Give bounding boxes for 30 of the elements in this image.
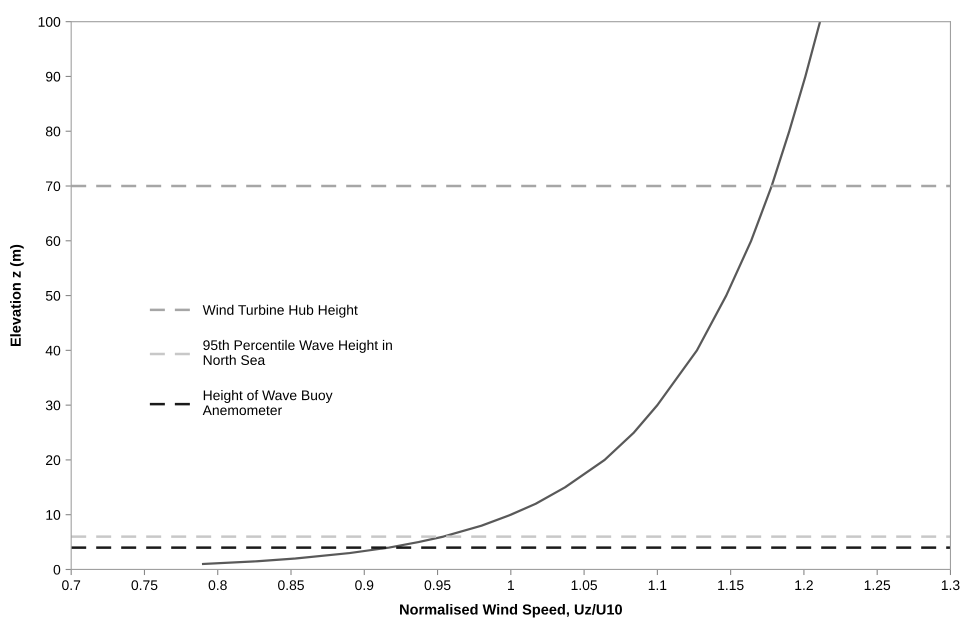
y-tick-label: 0 xyxy=(54,564,60,575)
y-tick-label: 10 xyxy=(46,510,60,520)
x-tick-label: 1.3 xyxy=(942,580,960,590)
x-tick-label: 0.7 xyxy=(62,580,80,590)
line-series xyxy=(202,22,822,566)
y-tick-label: 70 xyxy=(46,181,60,192)
x-tick-label: 1.2 xyxy=(795,580,813,590)
y-tick-label: 100 xyxy=(38,17,60,27)
x-tick-label: 1 xyxy=(508,580,514,590)
y-tick-label: 60 xyxy=(46,236,60,246)
legend-label: Height of Wave Buoy Anemometer xyxy=(202,390,333,416)
y-axis-title: Elevation z (m) xyxy=(10,244,24,346)
x-tick-label: 1.1 xyxy=(648,580,666,590)
legend-label: Wind Turbine Hub Height xyxy=(202,304,358,318)
y-tick-label: 40 xyxy=(46,346,60,356)
x-tick-label: 0.8 xyxy=(208,580,227,590)
x-tick-label: 0.85 xyxy=(278,580,304,590)
x-tick-label: 1.15 xyxy=(718,580,744,590)
x-tick-label: 0.9 xyxy=(355,580,374,590)
y-tick-label: 30 xyxy=(46,400,60,410)
y-tick-label: 90 xyxy=(46,72,60,82)
x-axis-title: Normalised Wind Speed, Uz/U10 xyxy=(400,604,622,618)
x-tick-label: 0.95 xyxy=(424,580,450,590)
y-tick-label: 80 xyxy=(46,126,60,136)
y-tick-label: 20 xyxy=(46,455,60,466)
x-tick-label: 1.25 xyxy=(864,580,890,590)
legend-label: 95th Percentile Wave Height in North Sea xyxy=(203,340,392,366)
x-tick-label: 1.05 xyxy=(572,580,598,590)
x-tick-label: 0.75 xyxy=(131,580,158,590)
y-tick-label: 50 xyxy=(46,290,60,301)
